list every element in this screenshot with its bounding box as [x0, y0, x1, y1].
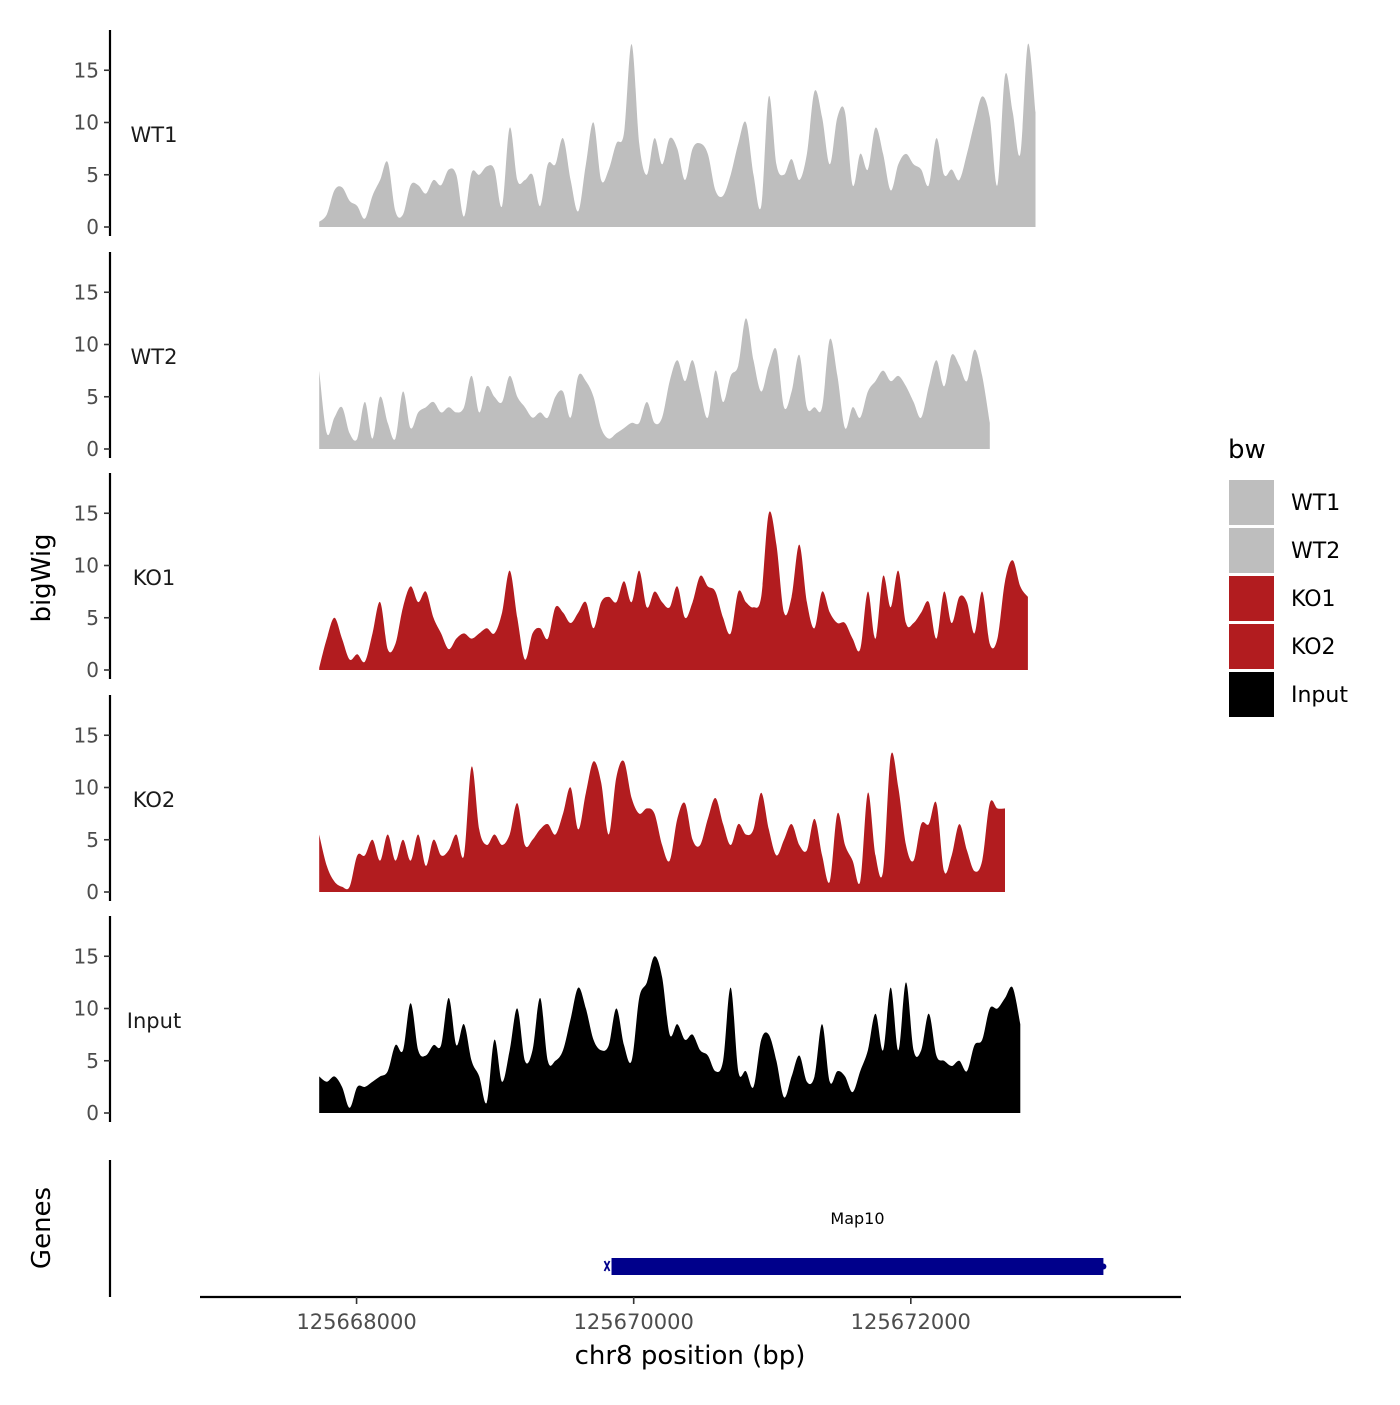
- tracks-layer: 0 5 10 15 WT1 0 5 10 15 WT2 0 5 10 15 KO1 0 5 10 15 KO2 0 5 10…: [74, 30, 1036, 1125]
- y-tick-label: 5: [86, 385, 99, 409]
- y-tick-label: 10: [74, 333, 99, 357]
- y-tick-label: 10: [74, 776, 99, 800]
- y-tick-label: 5: [86, 606, 99, 630]
- legend-swatch-wt1: [1229, 480, 1274, 525]
- y-tick-label: 15: [74, 280, 99, 304]
- track-ko2: 0 5 10 15 KO2: [74, 695, 1005, 904]
- track-wt2: 0 5 10 15 WT2: [74, 252, 990, 461]
- y-tick-label: 5: [86, 828, 99, 852]
- signal-area-input: [319, 956, 1021, 1113]
- signal-area-wt1: [319, 43, 1036, 227]
- y-tick-label: 5: [86, 163, 99, 187]
- track-wt1: 0 5 10 15 WT1: [74, 30, 1036, 239]
- gene-end-marker: [1100, 1263, 1107, 1270]
- legend-label-ko1: KO1: [1291, 587, 1336, 612]
- track-label-wt1: WT1: [131, 123, 178, 147]
- x-axis-title: chr8 position (bp): [575, 1341, 806, 1371]
- track-input: 0 5 10 15 Input: [74, 916, 1021, 1125]
- legend: bw WT1 WT2 KO1 KO2 Input: [1228, 435, 1348, 717]
- signal-area-ko1: [319, 511, 1028, 670]
- x-tick-label: 125672000: [851, 1310, 971, 1334]
- y-tick-label: 10: [74, 111, 99, 135]
- legend-label-wt2: WT2: [1291, 539, 1340, 564]
- y-tick-label: 0: [86, 215, 99, 239]
- track-label-wt2: WT2: [131, 345, 178, 369]
- legend-swatch-input: [1229, 672, 1274, 717]
- y-tick-label: 10: [74, 997, 99, 1021]
- x-axis: 125668000 125670000 125672000: [200, 1295, 1181, 1334]
- y-tick-label: 15: [74, 501, 99, 525]
- x-tick-label: 125670000: [574, 1310, 694, 1334]
- y-tick-label: 0: [86, 1101, 99, 1125]
- legend-swatch-wt2: [1229, 528, 1274, 573]
- y-tick-label: 10: [74, 554, 99, 578]
- y-tick-label: 15: [74, 944, 99, 968]
- y-tick-label: 15: [74, 723, 99, 747]
- gene-start-marker: [603, 1260, 611, 1272]
- legend-label-input: Input: [1291, 683, 1348, 708]
- x-tick-label: 125668000: [296, 1310, 416, 1334]
- legend-swatch-ko2: [1229, 624, 1274, 669]
- legend-title: bw: [1228, 435, 1266, 465]
- track-label-input: Input: [127, 1009, 181, 1033]
- gene-body: [611, 1258, 1104, 1275]
- y-tick-label: 0: [86, 437, 99, 461]
- y-tick-label: 15: [74, 58, 99, 82]
- track-label-ko1: KO1: [133, 566, 176, 590]
- legend-label-wt1: WT1: [1291, 491, 1340, 516]
- legend-swatch-ko1: [1229, 576, 1274, 621]
- gene-label: Map10: [830, 1209, 884, 1228]
- gene-track: Map10: [108, 1160, 1107, 1297]
- y-tick-label: 0: [86, 658, 99, 682]
- legend-label-ko2: KO2: [1291, 635, 1336, 660]
- track-ko1: 0 5 10 15 KO1: [74, 473, 1028, 682]
- signal-area-ko2: [319, 752, 1005, 892]
- track-label-ko2: KO2: [133, 788, 176, 812]
- y-tick-label: 0: [86, 880, 99, 904]
- y-axis-title: bigWig: [27, 533, 57, 622]
- y-tick-label: 5: [86, 1049, 99, 1073]
- genes-axis-title: Genes: [27, 1187, 57, 1269]
- signal-area-wt2: [319, 318, 990, 449]
